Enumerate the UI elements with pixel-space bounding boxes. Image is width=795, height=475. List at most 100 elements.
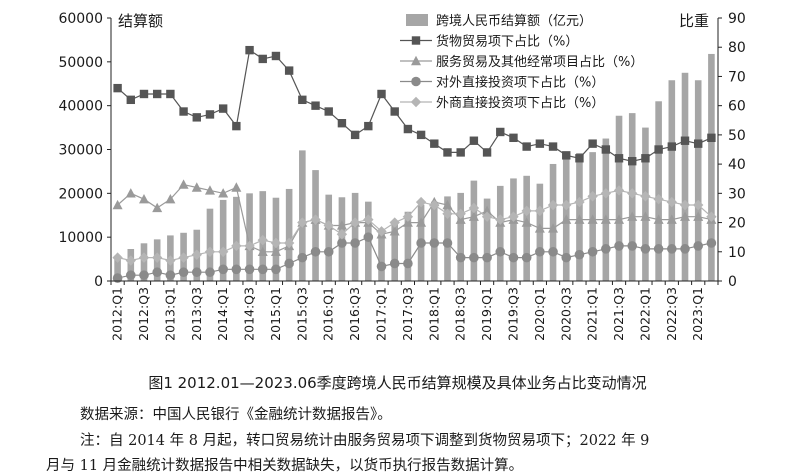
point-s3-2020:Q3	[561, 252, 572, 263]
point-s3-2012:Q1	[112, 273, 123, 283]
point-s1-2022:Q1	[641, 154, 650, 163]
point-s1-2013:Q2	[179, 107, 188, 116]
x-tick-label: 2014:Q1	[215, 287, 230, 341]
point-s1-2021:Q4	[628, 156, 637, 166]
point-s4-2020:Q4	[574, 196, 585, 208]
x-tick-label: 2013:Q1	[162, 287, 177, 341]
point-s4-2014:Q4	[257, 234, 268, 246]
point-s3-2014:Q3	[244, 264, 255, 275]
lines-layer	[112, 45, 717, 283]
bar-2012:Q1	[114, 255, 121, 281]
point-s1-2012:Q3	[139, 89, 149, 99]
point-s1-2020:Q2	[548, 142, 558, 151]
point-s3-2019:Q3	[508, 252, 519, 263]
point-s3-2012:Q4	[152, 267, 162, 278]
point-s3-2018:Q4	[469, 252, 479, 263]
point-s2-2014:Q2	[231, 182, 242, 192]
left-tick-label: 60000	[58, 11, 103, 27]
point-s1-2016:Q1	[324, 107, 333, 116]
point-s2-2021:Q2	[600, 214, 611, 224]
legend-swatch-bar	[406, 14, 428, 26]
series-line-1	[117, 49, 712, 162]
x-tick-label: 2014:Q3	[242, 287, 257, 341]
point-s3-2017:Q4	[416, 238, 426, 248]
point-s3-2022:Q1	[640, 244, 651, 254]
point-s2-2015:Q1	[270, 246, 281, 256]
point-s2-2021:Q4	[627, 211, 638, 221]
chart: 0 10000 20000 30000 40000 50000 60000 0 10 20 30 40…	[58, 11, 746, 341]
point-s3-2013:Q2	[178, 267, 189, 278]
point-s3-2017:Q2	[389, 258, 400, 269]
point-s2-2012:Q3	[138, 193, 149, 204]
point-s2-2017:Q2	[389, 226, 400, 236]
point-s3-2022:Q2	[653, 244, 664, 254]
point-s3-2019:Q4	[521, 252, 532, 263]
bar-2019:Q3	[510, 178, 517, 281]
point-s2-2019:Q1	[482, 205, 493, 216]
x-tick-label: 2020:Q3	[558, 287, 573, 341]
point-s3-2016:Q3	[350, 238, 360, 248]
legend-label-bar: 跨境人民币结算额（亿元）	[436, 14, 592, 29]
point-s2-2014:Q1	[218, 188, 229, 198]
point-s4-2018:Q2	[442, 208, 453, 219]
bar-2019:Q1	[483, 198, 491, 281]
point-s2-2013:Q3	[191, 182, 202, 192]
point-s1-2013:Q1	[166, 89, 175, 99]
point-s4-2013:Q4	[204, 246, 216, 257]
point-s3-2019:Q2	[495, 246, 506, 257]
right-tick-label: 0	[728, 274, 737, 290]
point-s3-2016:Q2	[337, 238, 347, 248]
bar-2022:Q2	[655, 101, 662, 282]
point-s4-2018:Q4	[468, 202, 480, 214]
point-s2-2020:Q2	[548, 223, 559, 233]
point-s4-2019:Q3	[508, 211, 519, 222]
point-s4-2017:Q4	[415, 196, 427, 208]
point-s3-2021:Q2	[601, 244, 611, 254]
right-tick-label: 60	[728, 99, 746, 115]
point-s3-2022:Q3	[667, 244, 677, 254]
point-s1-2016:Q3	[350, 130, 360, 140]
point-s2-2020:Q4	[574, 214, 585, 224]
point-s1-2014:Q3	[245, 45, 254, 55]
point-s4-2017:Q1	[376, 226, 387, 237]
point-s4-2022:Q4	[679, 199, 691, 211]
point-s4-2013:Q1	[165, 255, 176, 266]
point-s2-2013:Q2	[178, 179, 189, 189]
point-s4-2021:Q2	[600, 188, 612, 199]
point-s1-2017:Q3	[403, 124, 413, 134]
bar-2018:Q3	[457, 192, 464, 281]
point-s3-2023:Q2	[706, 238, 717, 248]
x-tick-label: 2019:Q3	[505, 287, 520, 341]
bar-2021:Q3	[615, 115, 623, 281]
point-s1-2012:Q1	[113, 83, 122, 93]
point-s2-2018:Q3	[455, 214, 466, 224]
point-s2-2014:Q4	[257, 246, 268, 256]
point-s4-2022:Q1	[640, 191, 651, 202]
x-tick-label: 2022:Q3	[664, 287, 679, 341]
left-tick-label: 0	[94, 274, 103, 290]
point-s2-2023:Q1	[693, 211, 704, 221]
point-s4-2023:Q1	[693, 199, 704, 211]
point-s1-2018:Q3	[456, 148, 465, 157]
point-s2-2012:Q1	[112, 199, 123, 210]
right-tick-label: 50	[728, 128, 746, 144]
point-s4-2016:Q1	[323, 220, 334, 231]
x-tick-label: 2018:Q1	[426, 287, 441, 341]
x-tick-label: 2018:Q3	[453, 287, 468, 341]
x-tick-label: 2016:Q1	[321, 287, 336, 341]
point-s2-2019:Q4	[521, 217, 532, 227]
legend-marker-1	[411, 36, 421, 45]
point-s4-2019:Q1	[481, 211, 493, 222]
bar-2018:Q4	[470, 180, 478, 281]
point-s4-2020:Q3	[561, 199, 572, 211]
right-tick-label: 70	[728, 69, 746, 85]
point-s1-2022:Q2	[654, 145, 663, 154]
point-s2-2021:Q3	[614, 214, 625, 224]
point-s1-2017:Q4	[416, 130, 426, 140]
bar-2022:Q1	[642, 127, 649, 281]
point-s1-2015:Q1	[271, 51, 281, 61]
point-s1-2021:Q3	[614, 154, 624, 163]
point-s3-2018:Q1	[429, 238, 440, 248]
point-s4-2017:Q3	[402, 211, 414, 222]
point-s2-2018:Q4	[468, 211, 479, 221]
